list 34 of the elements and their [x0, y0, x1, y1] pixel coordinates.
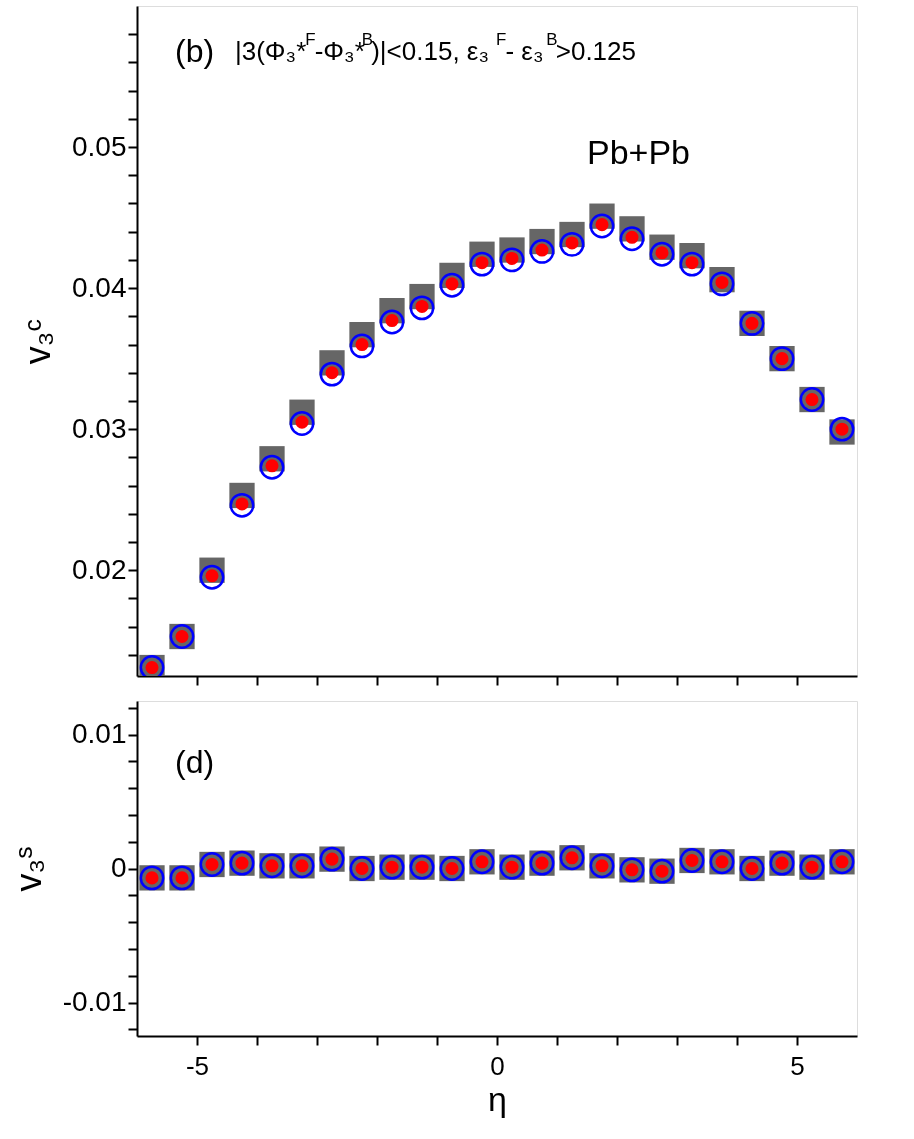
- point: [469, 251, 495, 277]
- y-axis-title: v₃ᶜ: [17, 318, 58, 365]
- y-tick-label: 0.02: [72, 553, 127, 585]
- y-tick-label: 0.03: [72, 412, 127, 444]
- point: [709, 271, 735, 297]
- point: [679, 251, 705, 277]
- point: [619, 226, 645, 252]
- point: [229, 492, 255, 518]
- point: [199, 564, 225, 590]
- point: [319, 361, 345, 387]
- point: [379, 309, 405, 335]
- y-tick-label: 0: [110, 852, 127, 883]
- y-tick-label: 0.05: [72, 130, 127, 162]
- y-tick-label: -0.01: [62, 986, 127, 1017]
- point: [499, 247, 525, 273]
- x-tick-label: 0: [490, 1050, 505, 1081]
- point: [439, 272, 465, 298]
- annotation: (b): [175, 33, 215, 69]
- y-tick-label: 0.04: [72, 271, 127, 303]
- y-axis-title: v₃ˢ: [7, 846, 49, 892]
- point: [259, 454, 285, 480]
- annotation: (d): [175, 744, 215, 780]
- point: [349, 333, 375, 359]
- x-tick-label: -5: [185, 1050, 210, 1081]
- point: [289, 411, 315, 436]
- annotation: Pb+Pb: [587, 133, 691, 171]
- y-tick-label: 0.01: [72, 718, 127, 749]
- x-tick-label: 5: [790, 1050, 805, 1081]
- point: [559, 231, 585, 257]
- point: [409, 295, 435, 321]
- point: [529, 239, 555, 264]
- point: [649, 241, 675, 267]
- x-axis-title: η: [488, 1079, 507, 1118]
- point: [589, 213, 615, 239]
